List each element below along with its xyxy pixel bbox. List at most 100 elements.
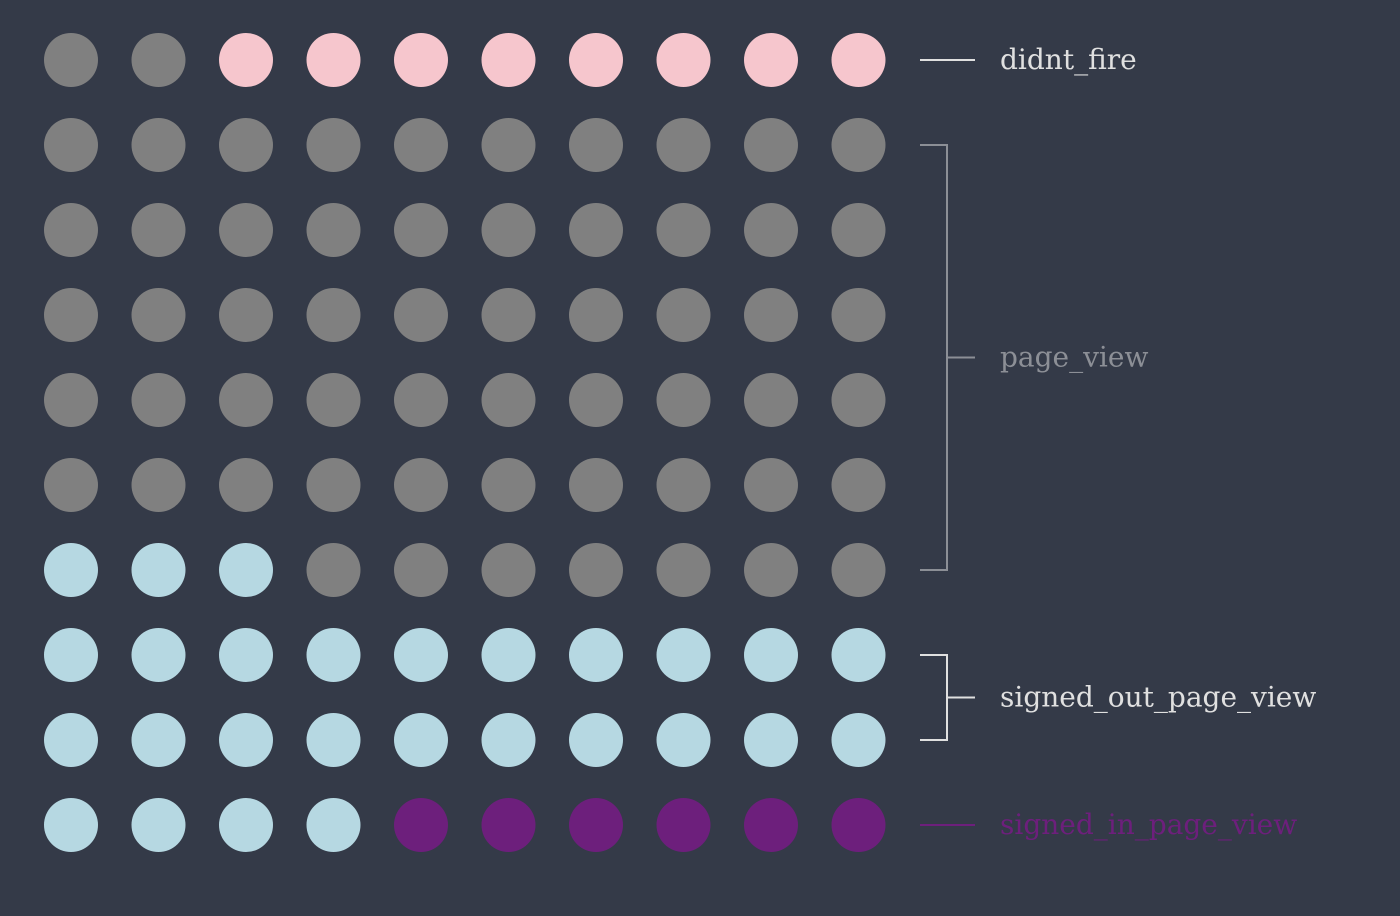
dot-page-view-r4-c4 [394, 373, 448, 427]
dot-page-view-r6-c9 [831, 543, 886, 597]
dot-page-view-r1-c1 [131, 118, 186, 172]
dot-page-view-r5-c4 [394, 458, 448, 512]
dot-page-view-r0-c0 [44, 33, 98, 87]
dot-page-view-r5-c2 [219, 458, 273, 512]
dot-signed-in-page-view-r9-c5 [481, 798, 536, 852]
legend-entry-signed-out-page-view: signed_out_page_view [920, 654, 1316, 741]
dot-signed-in-page-view-r9-c9 [831, 798, 886, 852]
dot-signed-out-page-view-r8-c4 [394, 713, 448, 767]
dot-didnt-fire-r0-c4 [394, 33, 448, 87]
dot-page-view-r4-c7 [656, 373, 711, 427]
dot-didnt-fire-r0-c2 [219, 33, 273, 87]
dot-page-view-r2-c0 [44, 203, 98, 257]
dot-page-view-r4-c5 [481, 373, 536, 427]
dot-signed-out-page-view-r7-c4 [394, 628, 448, 682]
dot-page-view-r2-c2 [219, 203, 273, 257]
legend-label-page-view: page_view [1000, 341, 1148, 374]
dot-signed-out-page-view-r7-c3 [306, 628, 361, 682]
dot-didnt-fire-r0-c5 [481, 33, 536, 87]
dot-signed-out-page-view-r6-c0 [44, 543, 98, 597]
legend-bracket-page-view [920, 144, 975, 571]
dot-page-view-r1-c8 [744, 118, 798, 172]
dot-signed-out-page-view-r8-c9 [831, 713, 886, 767]
dot-signed-out-page-view-r8-c1 [131, 713, 186, 767]
legend-label-signed-in-page-view: signed_in_page_view [1000, 808, 1297, 841]
dot-page-view-r6-c7 [656, 543, 711, 597]
dot-page-view-r4-c8 [744, 373, 798, 427]
dot-page-view-r3-c4 [394, 288, 448, 342]
dot-page-view-r5-c0 [44, 458, 98, 512]
dot-signed-out-page-view-r6-c2 [219, 543, 273, 597]
dot-page-view-r6-c8 [744, 543, 798, 597]
dot-page-view-r5-c1 [131, 458, 186, 512]
dot-signed-out-page-view-r9-c0 [44, 798, 98, 852]
dot-signed-out-page-view-r9-c1 [131, 798, 186, 852]
dot-signed-in-page-view-r9-c6 [569, 798, 623, 852]
legend-label-didnt-fire: didnt_fire [1000, 43, 1137, 76]
dot-page-view-r3-c1 [131, 288, 186, 342]
dot-page-view-r3-c2 [219, 288, 273, 342]
dot-didnt-fire-r0-c9 [831, 33, 886, 87]
dot-page-view-r3-c6 [569, 288, 623, 342]
dot-page-view-r5-c8 [744, 458, 798, 512]
dot-signed-out-page-view-r7-c1 [131, 628, 186, 682]
dot-page-view-r1-c4 [394, 118, 448, 172]
legend-entry-didnt-fire: didnt_fire [920, 43, 1137, 76]
dot-page-view-r4-c6 [569, 373, 623, 427]
waffle-dots [44, 33, 886, 852]
dot-page-view-r3-c7 [656, 288, 711, 342]
legend: didnt_fire page_view signed_out_page_views… [920, 43, 1316, 841]
dot-page-view-r3-c3 [306, 288, 361, 342]
dot-signed-out-page-view-r7-c8 [744, 628, 798, 682]
dot-page-view-r0-c1 [131, 33, 186, 87]
dot-page-view-r2-c3 [306, 203, 361, 257]
dot-page-view-r1-c0 [44, 118, 98, 172]
dot-page-view-r4-c1 [131, 373, 186, 427]
dot-page-view-r3-c8 [744, 288, 798, 342]
dot-page-view-r4-c2 [219, 373, 273, 427]
dot-signed-out-page-view-r7-c0 [44, 628, 98, 682]
dot-signed-out-page-view-r8-c8 [744, 713, 798, 767]
dot-signed-in-page-view-r9-c4 [394, 798, 448, 852]
dot-signed-out-page-view-r7-c2 [219, 628, 273, 682]
dot-page-view-r2-c6 [569, 203, 623, 257]
dot-page-view-r5-c5 [481, 458, 536, 512]
dot-signed-out-page-view-r8-c3 [306, 713, 361, 767]
dot-page-view-r3-c0 [44, 288, 98, 342]
dot-didnt-fire-r0-c3 [306, 33, 361, 87]
dot-page-view-r4-c0 [44, 373, 98, 427]
dot-page-view-r5-c7 [656, 458, 711, 512]
dot-signed-out-page-view-r7-c9 [831, 628, 886, 682]
dot-page-view-r1-c6 [569, 118, 623, 172]
dot-page-view-r2-c7 [656, 203, 711, 257]
dot-page-view-r6-c6 [569, 543, 623, 597]
legend-label-signed-out-page-view: signed_out_page_view [1000, 681, 1316, 714]
dot-page-view-r1-c5 [481, 118, 536, 172]
dot-page-view-r2-c4 [394, 203, 448, 257]
dot-page-view-r2-c5 [481, 203, 536, 257]
dot-page-view-r5-c9 [831, 458, 886, 512]
dot-page-view-r6-c3 [306, 543, 361, 597]
dot-page-view-r2-c9 [831, 203, 886, 257]
dot-page-view-r5-c3 [306, 458, 361, 512]
dot-signed-in-page-view-r9-c8 [744, 798, 798, 852]
dot-signed-out-page-view-r8-c6 [569, 713, 623, 767]
dot-page-view-r5-c6 [569, 458, 623, 512]
dot-didnt-fire-r0-c8 [744, 33, 798, 87]
dot-page-view-r6-c4 [394, 543, 448, 597]
dot-page-view-r4-c3 [306, 373, 361, 427]
dot-signed-out-page-view-r8-c2 [219, 713, 273, 767]
dot-signed-out-page-view-r7-c7 [656, 628, 711, 682]
dot-didnt-fire-r0-c6 [569, 33, 623, 87]
legend-entry-signed-in-page-view: signed_in_page_view [920, 808, 1297, 841]
dot-page-view-r2-c8 [744, 203, 798, 257]
dot-signed-in-page-view-r9-c7 [656, 798, 711, 852]
dot-page-view-r3-c5 [481, 288, 536, 342]
dot-signed-out-page-view-r8-c5 [481, 713, 536, 767]
dot-page-view-r3-c9 [831, 288, 886, 342]
dot-page-view-r1-c7 [656, 118, 711, 172]
dot-page-view-r1-c2 [219, 118, 273, 172]
dot-page-view-r2-c1 [131, 203, 186, 257]
dot-signed-out-page-view-r9-c3 [306, 798, 361, 852]
